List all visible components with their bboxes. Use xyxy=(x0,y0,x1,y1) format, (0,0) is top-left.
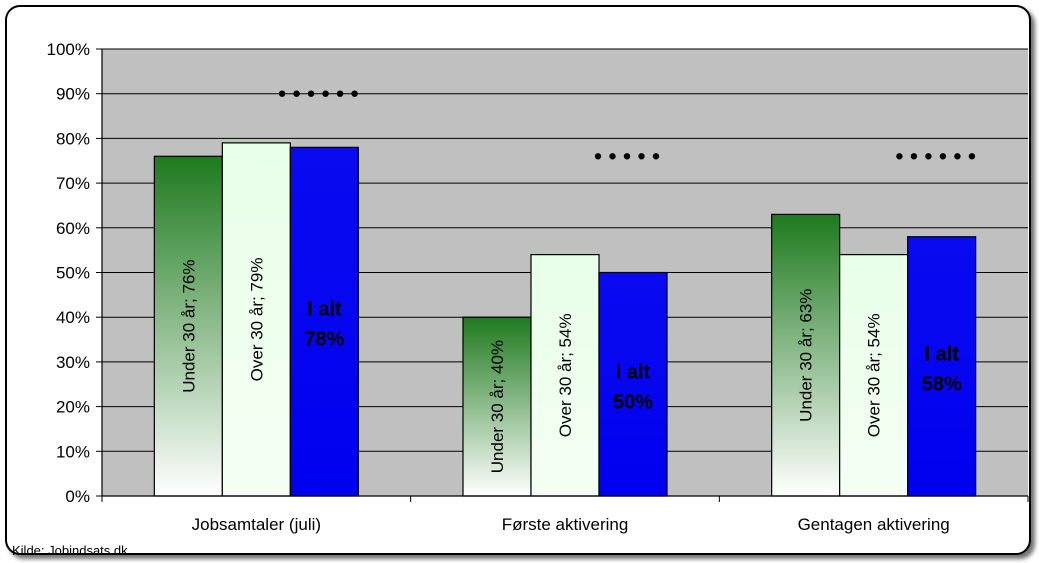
annotations xyxy=(278,90,976,160)
y-tick-label: 10% xyxy=(56,442,90,461)
annotation-dot xyxy=(594,153,602,160)
y-tick-label: 30% xyxy=(56,353,90,372)
bar-data-label: I alt xyxy=(307,299,342,321)
annotation-dot xyxy=(925,153,932,160)
bar xyxy=(907,236,977,497)
bar-data-label: Over 30 år; 54% xyxy=(865,313,884,437)
bars: Under 30 år; 76% Over 30 år; 79% I alt 78% U… xyxy=(153,142,977,497)
annotation-dot xyxy=(954,153,961,160)
x-category-label: Gentagen aktivering xyxy=(798,515,950,534)
y-tick-label: 90% xyxy=(56,85,90,104)
annotation-dot xyxy=(652,153,660,160)
y-tick-label: 70% xyxy=(56,174,90,193)
source-note: Kilde: Jobindsats.dk xyxy=(12,543,128,558)
bar-data-label: Over 30 år; 54% xyxy=(556,313,575,437)
axes xyxy=(101,49,1028,497)
annotation-dot xyxy=(968,153,976,160)
bar-data-label: Under 30 år; 63% xyxy=(797,289,816,422)
bar-data-label: Under 30 år; 40% xyxy=(488,340,507,473)
annotation-dot xyxy=(322,90,329,97)
annotation-dot xyxy=(336,90,344,97)
annotation-dot xyxy=(896,153,903,160)
bar-data-label: Under 30 år; 76% xyxy=(179,260,198,393)
y-tick-label: 60% xyxy=(56,219,90,238)
annotation-dot xyxy=(609,153,616,160)
x-category-label: Jobsamtaler (juli) xyxy=(192,515,321,534)
bar xyxy=(771,213,841,497)
annotation-dot xyxy=(623,153,631,160)
y-tick-label: 0% xyxy=(65,487,90,506)
bar-data-label: 78% xyxy=(304,329,344,351)
annotation-dot xyxy=(307,90,315,97)
y-tick-label: 50% xyxy=(56,264,90,283)
bar-data-label: 50% xyxy=(613,391,653,413)
y-tick-label: 80% xyxy=(56,129,90,148)
bar xyxy=(839,254,909,497)
annotation-dot xyxy=(638,153,645,160)
bar-data-label: I alt xyxy=(924,343,959,365)
bar xyxy=(289,146,359,497)
annotation-dot xyxy=(910,153,918,160)
x-axis-labels: Jobsamtaler (juli) Første aktivering Genta… xyxy=(101,496,1029,534)
y-tick-label: 20% xyxy=(56,398,90,417)
bar xyxy=(598,271,668,497)
bar xyxy=(462,316,532,497)
bar-data-label: I alt xyxy=(616,361,651,383)
bar-data-label: 58% xyxy=(922,373,962,395)
y-axis-ticks: 0% 10% 20% 30% 40% 50% 60% 70% 80% 90% 100% xyxy=(47,40,102,506)
annotation-dot xyxy=(278,90,286,97)
y-tick-label: 40% xyxy=(56,308,90,327)
bar-data-label: Over 30 år; 79% xyxy=(247,258,266,382)
y-tick-label: 100% xyxy=(47,40,90,59)
annotation-dot xyxy=(939,153,947,160)
x-category-label: Første aktivering xyxy=(502,515,629,534)
annotation-dot xyxy=(351,90,358,97)
annotation-dot xyxy=(293,90,300,97)
